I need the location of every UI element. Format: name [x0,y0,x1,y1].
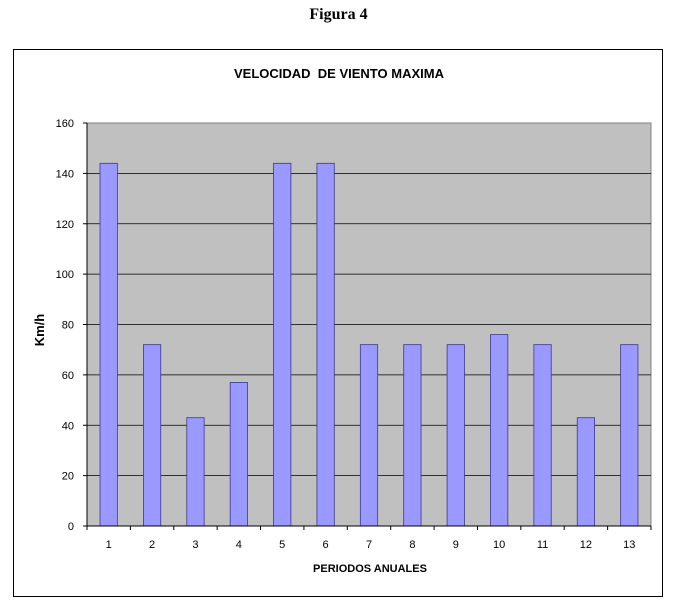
bar [446,344,465,527]
x-tick-label: 4 [236,539,242,551]
y-tick-label: 20 [62,471,74,483]
bar-series [99,162,639,527]
y-tick-label: 160 [56,118,74,130]
bar [576,417,596,527]
x-tick-label: 11 [537,539,548,551]
bar [142,344,162,527]
x-axis-ticks: 1 2 3 4 5 6 7 8 9 10 11 12 13 [86,526,652,551]
y-tick-label: 0 [68,521,74,533]
x-tick-label: 5 [279,539,285,551]
bar [359,344,379,527]
x-tick-label: 8 [409,539,415,551]
x-tick-label: 6 [323,539,329,551]
bar [403,344,422,527]
x-tick-label: 1 [106,539,112,551]
x-tick-label: 10 [493,539,505,551]
y-tick-label: 120 [56,219,74,231]
bar [99,162,118,527]
y-tick-label: 140 [56,168,74,180]
x-tick-label: 13 [623,539,635,551]
y-tick-label: 40 [62,420,74,432]
y-tick-label: 60 [62,370,74,382]
chart-title: VELOCIDAD DE VIENTO MAXIMA [234,66,445,81]
x-tick-label: 7 [366,539,372,551]
x-tick-label: 12 [580,539,592,551]
bar [273,162,292,527]
y-tick-label: 80 [62,320,74,332]
bar [316,162,335,527]
y-tick-label: 100 [56,269,74,281]
y-axis-label: Km/h [32,314,47,347]
bar [490,334,509,527]
y-axis-ticks: 0 20 40 60 80 100 120 140 160 [56,118,87,533]
bar [229,382,248,527]
bar [620,344,639,527]
figure-caption: Figura 4 [309,6,368,23]
bar [186,417,205,527]
x-tick-label: 3 [192,539,198,551]
x-tick-label: 2 [149,539,155,551]
x-axis-label: PERIODOS ANUALES [313,563,427,575]
x-tick-label: 9 [453,539,459,551]
bar [533,344,552,527]
